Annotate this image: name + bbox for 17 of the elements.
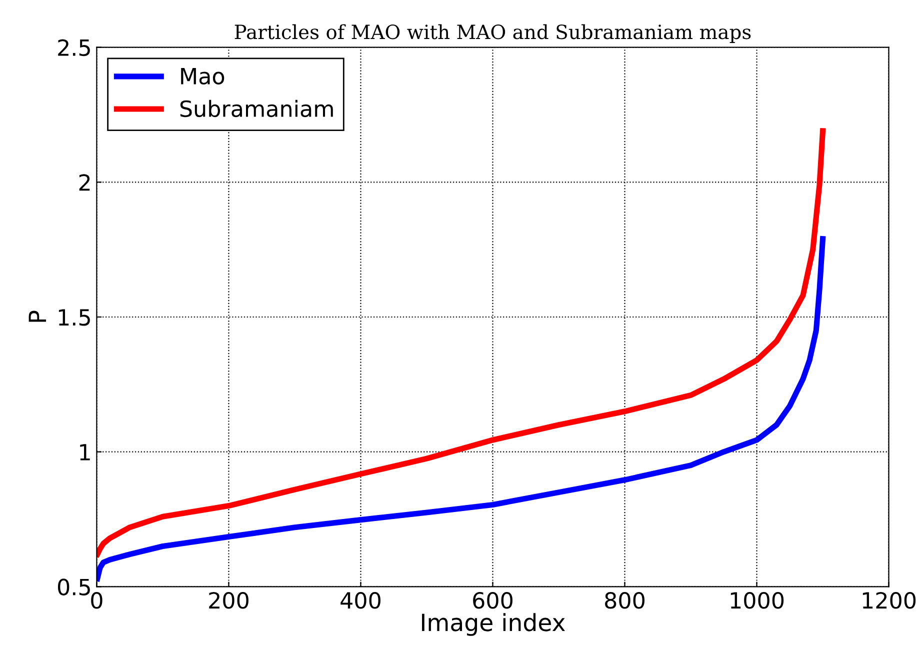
x-tick-label: 800 — [605, 592, 644, 609]
x-tick-label: 1200 — [862, 592, 916, 609]
x-tick-label: 200 — [209, 592, 248, 609]
legend-label: Mao — [181, 68, 224, 85]
y-tick-label: 1 — [80, 444, 90, 460]
y-tick-label: 0.5 — [58, 578, 90, 596]
chart-title: Particles of MAO with MAO and Subramaniam maps — [234, 24, 751, 44]
y-tick-label: 2.5 — [58, 39, 90, 56]
x-tick-label: 1000 — [730, 592, 784, 609]
x-tick-label: 600 — [473, 592, 512, 609]
y-axis-title: P — [28, 310, 46, 322]
x-axis-title: Image index — [422, 613, 565, 636]
x-tick-label: 0 — [91, 592, 102, 609]
x-tick-label: 400 — [340, 592, 380, 609]
y-tick-label: 2 — [79, 174, 90, 191]
legend-label: Subramaniam — [180, 100, 333, 118]
y-tick-label: 1.5 — [58, 309, 90, 326]
